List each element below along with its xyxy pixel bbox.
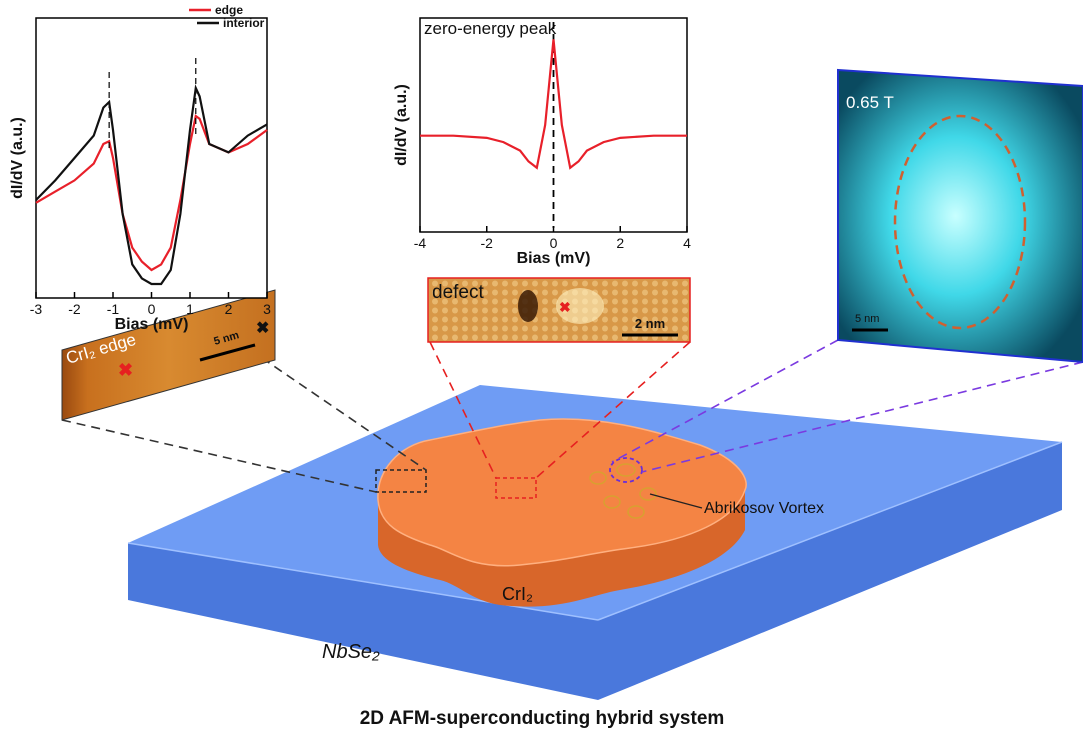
legend-label: edge [215,3,243,17]
chart-title: zero-energy peak [424,19,557,38]
image-label: 0.65 T [846,93,894,112]
caption: 2D AFM-superconducting hybrid system [360,708,725,729]
substrate-label: NbSe₂ [322,641,380,663]
tip-mark: ✖ [118,360,133,380]
tip-mark: ✖ [559,299,571,315]
x-tick-label: -4 [414,235,427,251]
x-tick-label: -1 [107,301,120,317]
legend-label: interior [223,16,265,30]
x-tick-label: 0 [148,301,156,317]
scale-label: 2 nm [635,316,665,331]
tip-mark: ✖ [256,320,269,337]
x-tick-label: -3 [30,301,43,317]
scale-label: 5 nm [855,313,879,325]
x-tick-label: 4 [683,235,691,251]
x-tick-label: -2 [68,301,81,317]
x-tick-label: -2 [481,235,494,251]
x-tick-label: 3 [263,301,271,317]
x-axis-label: Bias (mV) [115,316,189,333]
y-axis-label: dI/dV (a.u.) [393,84,410,166]
figure: CrI₂ edge ✖ ✖ 5 nm defect ✖ 2 nm 0.65 T … [0,0,1083,733]
plot-frame [36,18,267,298]
x-tick-label: 2 [616,235,624,251]
vortex-label: Abrikosov Vortex [704,500,824,517]
x-tick-label: 0 [550,235,558,251]
y-axis-label: dI/dV (a.u.) [9,117,26,199]
x-tick-label: 2 [225,301,233,317]
image-label: defect [432,282,484,303]
defect-spot [518,290,538,322]
x-axis-label: Bias (mV) [517,250,591,267]
x-tick-label: 1 [186,301,194,317]
flake-label: CrI₂ [502,584,533,604]
